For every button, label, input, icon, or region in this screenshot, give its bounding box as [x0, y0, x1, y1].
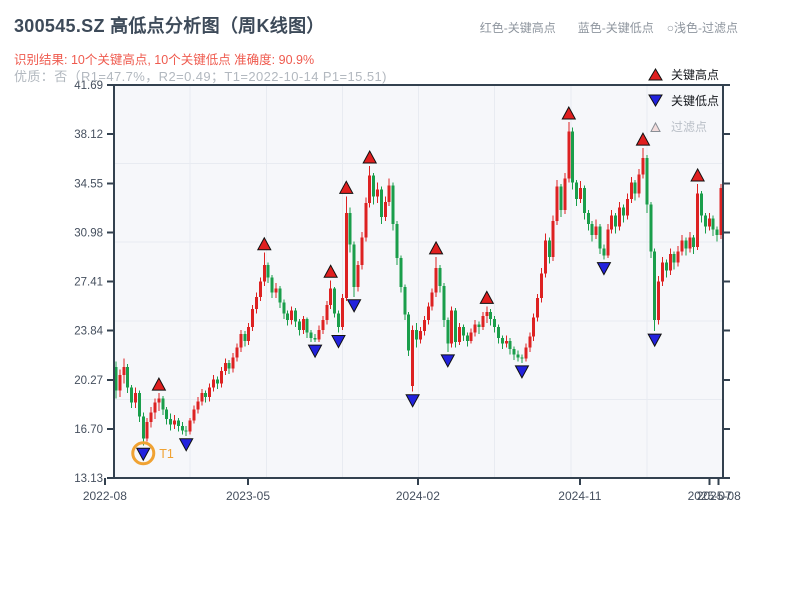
legend-item-filtered: 过滤点: [648, 113, 719, 139]
y-tick-label: 16.70: [74, 424, 103, 436]
quality-summary-text: 优质：否（R1=47.7%，R2=0.49；T1=2022-10-14 P1=1…: [14, 69, 387, 84]
y-tick-label: 13.13: [74, 473, 103, 485]
t1-ring-icon: [131, 441, 156, 466]
y-tick-label: 34.55: [74, 178, 103, 190]
recognition-result-text: 识别结果: 10个关键高点, 10个关键低点 准确度: 90.9%: [14, 53, 315, 67]
legend-item-label: 关键高点: [671, 67, 720, 82]
chart-legend: 关键高点 关键低点 过滤点: [648, 61, 719, 139]
legend-item-label: 关键低点: [671, 93, 720, 108]
x-tick-label: 2023-05: [226, 489, 270, 503]
x-tick-label: 2022-08: [83, 489, 127, 503]
page-title: 300545.SZ 高低点分析图（周K线图）: [14, 16, 325, 36]
filtered-triangle-icon: [650, 121, 661, 132]
x-tick-label: 2024-11: [558, 489, 601, 503]
y-tick-label: 20.27: [74, 375, 103, 387]
key-low-triangle-icon: [648, 94, 663, 107]
annotation-t1: T1: [131, 441, 174, 466]
x-tick-label: 2024-02: [396, 489, 440, 503]
color-legend-text: 红色-关键高点 蓝色-关键低点 ○浅色-过滤点: [480, 19, 738, 36]
legend-text-key-low: 蓝色-关键低点: [577, 21, 654, 35]
key-high-markers: [151, 105, 705, 391]
axes: 41.69 38.12 34.55 30.98 27.41 23.84 20.27 16.70…: [74, 80, 741, 503]
legend-item-key-high: 关键高点: [648, 61, 719, 87]
y-tick-label: 23.84: [74, 326, 103, 338]
legend-item-key-low: 关键低点: [648, 87, 719, 113]
y-tick-label: 30.98: [74, 227, 103, 239]
candles-series: [114, 122, 723, 446]
key-high-triangle-icon: [648, 67, 663, 80]
y-tick-label: 38.12: [74, 129, 103, 141]
legend-item-label: 过滤点: [671, 119, 708, 134]
y-tick-label: 27.41: [74, 277, 103, 289]
key-low-markers: [135, 262, 663, 462]
t1-label: T1: [159, 447, 174, 461]
x-tick-label: 2025-07: [688, 489, 732, 503]
grid-lines: [114, 85, 723, 478]
x-tick-label: 2025-08: [697, 489, 741, 503]
y-tick-label: 41.69: [74, 80, 103, 92]
legend-text-filtered: ○浅色-过滤点: [666, 21, 738, 35]
legend-text-key-high: 红色-关键高点: [479, 21, 556, 35]
